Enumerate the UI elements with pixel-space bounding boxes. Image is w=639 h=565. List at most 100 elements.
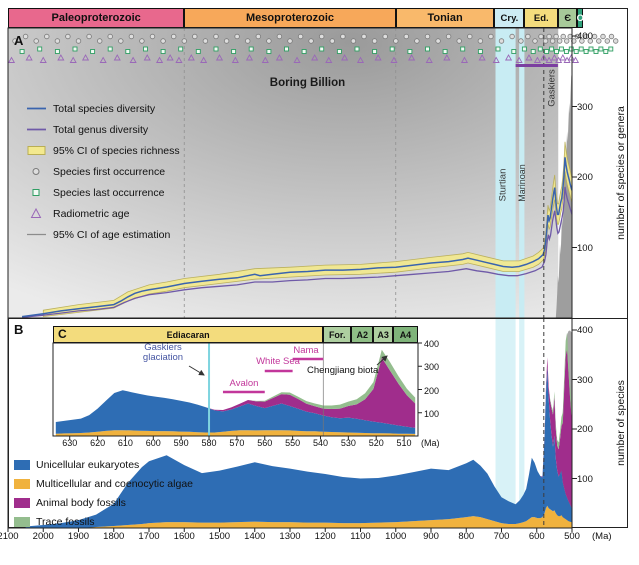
gaskiers-label: Gaskiers	[546, 69, 558, 107]
glaciation-band-marinoan-b	[519, 318, 525, 528]
panel-divider	[8, 318, 628, 319]
legend-item-95-ci-of-age-estimation: 95% CI of age estimation	[26, 224, 180, 245]
panel-a-legend: Total species diversity Total genus diver…	[26, 98, 180, 245]
x-tick-label: 1400	[244, 531, 266, 542]
chengjiang-arrow	[376, 355, 388, 366]
inset-stack-unicellular-eukaryotes	[55, 390, 416, 434]
radiometric-age-markers	[7, 54, 580, 63]
timescale-period-item: Є	[558, 8, 578, 28]
avalon-assemblage-label: Avalon	[229, 378, 259, 389]
stack-multicellular-and-coenocytic-algae	[25, 505, 572, 528]
genus-diversity-line	[22, 186, 572, 318]
legend-label: Total species diversity	[53, 102, 156, 115]
stack-unicellular-eukaryotes	[25, 367, 572, 528]
legend-swatch-grayline-icon	[27, 233, 46, 236]
white-sea-assemblage-label: White Sea	[256, 356, 300, 367]
legend-swatch-triangle-icon	[30, 207, 42, 218]
legend-label: Animal body fossils	[36, 496, 126, 509]
legend-label: Radiometric age	[53, 207, 130, 220]
inset-y-tick-label: 100	[424, 408, 440, 419]
legend-item-total-genus-diversity: Total genus diversity	[26, 119, 180, 140]
legend-item-95-ci-of-species-richness: 95% CI of species richness	[26, 140, 180, 161]
panel-a-y-axis-title: number of species or genera	[615, 106, 627, 240]
legend-item-radiometric-age: Radiometric age	[26, 203, 180, 224]
x-tick-label: 1500	[208, 531, 231, 542]
panel-b-y-tick-label: 400	[577, 325, 593, 336]
legend-swatch-band-icon	[27, 146, 46, 155]
legend-swatch-line-icon	[27, 128, 46, 131]
inset-stack-animal-body-fossils	[55, 357, 416, 428]
inset-y-tick-label: 300	[424, 362, 440, 373]
legend-label: Unicellular eukaryotes	[36, 458, 140, 471]
x-tick-label: 2000	[32, 531, 54, 542]
x-tick-label: 1900	[67, 531, 90, 542]
panel-c-inset: Ediacaran For. A2 A3 A4 C Gaskiers glaciatio…	[52, 326, 447, 454]
legend-swatch-icon	[14, 478, 30, 489]
species-diversity-line	[22, 157, 572, 318]
glaciation-band-sturtian-b	[495, 318, 516, 528]
legend-label: Species last occurrence	[53, 186, 165, 199]
legend-item-multicellular-and-coenocytic-algae: Multicellular and coenocytic algae	[14, 474, 193, 493]
species-richness-ci-band	[42, 141, 572, 318]
legend-swatch-square-icon	[32, 189, 40, 196]
panel-a-y-tick-label: 100	[577, 242, 593, 254]
inset-x-tick-label: 580	[201, 438, 217, 448]
legend-item-species-first-occurrence: Species first occurrence	[26, 161, 180, 182]
legend-swatch-icon	[14, 497, 30, 508]
legend-item-species-last-occurrence: Species last occurrence	[26, 182, 180, 203]
legend-item-total-species-diversity: Total species diversity	[26, 98, 180, 119]
panel-b-y-axis-title: number of species	[615, 380, 627, 466]
panel-a-y-tick-label: 300	[577, 101, 593, 113]
legend-item-unicellular-eukaryotes: Unicellular eukaryotes	[14, 455, 193, 474]
panel-a-label: A	[14, 33, 24, 48]
inset-y-tick-label: 200	[424, 385, 440, 396]
x-tick-label: 1000	[385, 531, 407, 542]
legend-item-animal-body-fossils: Animal body fossils	[14, 493, 193, 512]
x-tick-label: 600	[528, 531, 545, 542]
inset-period-for: For.	[323, 326, 352, 343]
inset-y-tick-label: 400	[424, 339, 440, 349]
panel-b-legend: Unicellular eukaryotes Multicellular and …	[14, 455, 193, 531]
panel-a-y-tick-label: 200	[577, 172, 593, 183]
inset-x-tick-label: 590	[173, 438, 189, 448]
x-tick-label: 2100	[0, 531, 19, 542]
inset-x-tick-label: 530	[340, 438, 356, 448]
inset-period-a2: A2	[351, 326, 374, 343]
glaciation-band-sturtian	[495, 28, 516, 318]
legend-swatch-icon	[14, 516, 30, 527]
inset-period-a3: A3	[373, 326, 393, 343]
legend-label: 95% CI of age estimation	[53, 228, 171, 241]
x-tick-label: 1800	[103, 531, 125, 542]
x-tick-label: 800	[458, 531, 475, 542]
timescale-period-tonian: Tonian	[395, 8, 495, 28]
panel-b-label: B	[14, 322, 24, 337]
x-tick-label: 1200	[314, 531, 336, 542]
panel-b-chart	[7, 317, 577, 532]
timescale-period-paleoproterozoic: Paleoproterozoic	[8, 8, 185, 28]
panel-c-chart	[52, 342, 422, 440]
inset-period-ediacaran: Ediacaran	[53, 326, 324, 343]
glaciation-band-marinoan	[519, 28, 525, 318]
inset-x-tick-label: 570	[229, 438, 245, 448]
x-tick-label: 700	[493, 531, 510, 542]
inset-x-tick-label: 600	[145, 438, 161, 448]
panel-b-y-tick-label: 200	[577, 424, 593, 435]
inset-x-tick-label: 540	[312, 438, 328, 448]
gaskiers-arrow	[188, 365, 205, 376]
timescale-period-ed: Ed.	[524, 8, 559, 28]
panel-a-y-tick-label: 400	[577, 31, 593, 42]
legend-label: 95% CI of species richness	[53, 144, 180, 157]
panel-c-label: C	[58, 327, 67, 341]
inset-x-tick-label: 550	[285, 438, 301, 448]
inset-x-tick-label: 520	[368, 438, 384, 448]
inset-x-tick-label: 510	[396, 438, 412, 448]
legend-label: Total genus diversity	[53, 123, 149, 136]
legend-item-trace-fossils: Trace fossils	[14, 512, 193, 531]
inset-period-a4: A4	[392, 326, 418, 343]
chengjiang-biota-annotation: Chengjiang biota	[307, 365, 379, 376]
legend-label: Multicellular and coenocytic algae	[36, 477, 194, 490]
legend-label: Trace fossils	[36, 515, 95, 528]
timescale-period-cry: Cry.	[494, 8, 525, 28]
inset-x-tick-label: 620	[90, 438, 106, 448]
